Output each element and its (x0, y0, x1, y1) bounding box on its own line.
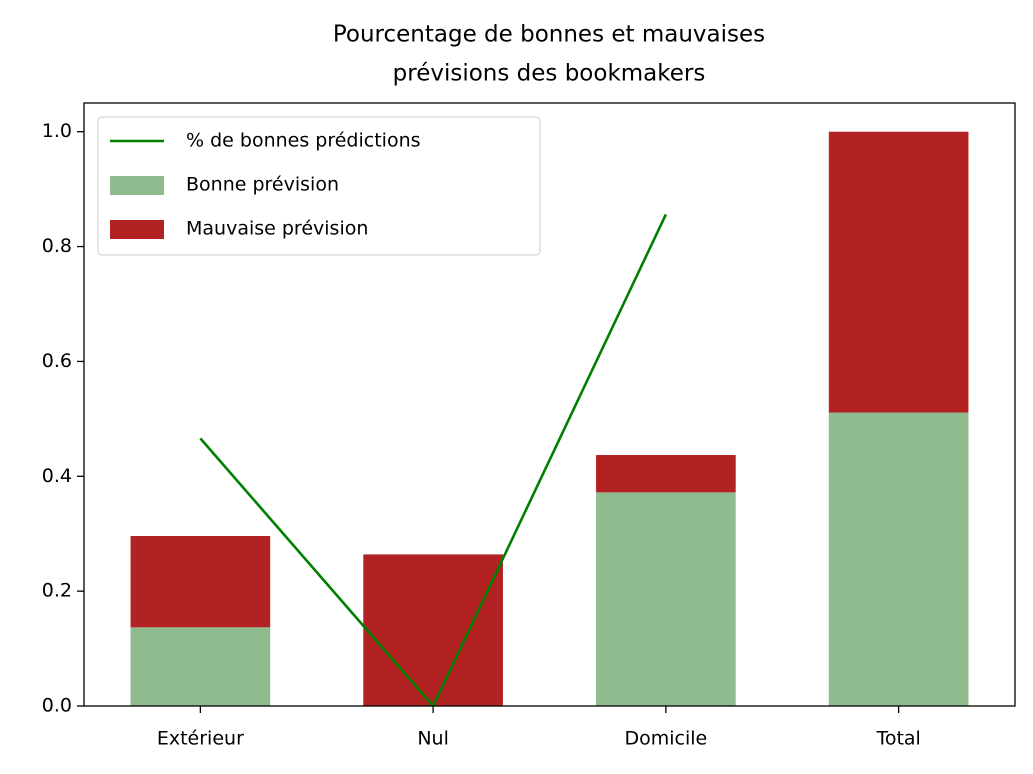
bar-segment (596, 492, 736, 706)
y-tick-label: 0.2 (42, 580, 72, 602)
legend-label: Mauvaise prévision (186, 218, 368, 240)
bar-segment (363, 554, 503, 706)
chart-title: Pourcentage de bonnes et mauvaises (333, 22, 765, 48)
x-tick-label: Extérieur (157, 728, 244, 750)
y-tick-label: 0.4 (42, 465, 72, 487)
chart-title: prévisions des bookmakers (393, 61, 706, 87)
legend-box (97, 116, 541, 256)
x-tick-label: Domicile (625, 728, 708, 750)
y-tick-label: 0.0 (42, 695, 72, 717)
y-tick-label: 0.6 (42, 350, 72, 372)
x-tick-label: Nul (417, 728, 449, 750)
y-tick-label: 0.8 (42, 235, 72, 257)
plot-frame (83, 102, 1016, 707)
legend-label: Bonne prévision (186, 174, 339, 196)
bar-segment (828, 131, 969, 413)
bar-segment (596, 455, 736, 493)
y-tick-label: 1.0 (42, 120, 72, 142)
bar-segment (828, 412, 969, 706)
legend-label: % de bonnes prédictions (186, 130, 421, 152)
x-tick-label: Total (875, 728, 920, 750)
legend-swatch (110, 176, 164, 195)
legend-swatch (110, 220, 164, 239)
bar-segment (130, 627, 271, 706)
bar-segment (130, 536, 271, 628)
